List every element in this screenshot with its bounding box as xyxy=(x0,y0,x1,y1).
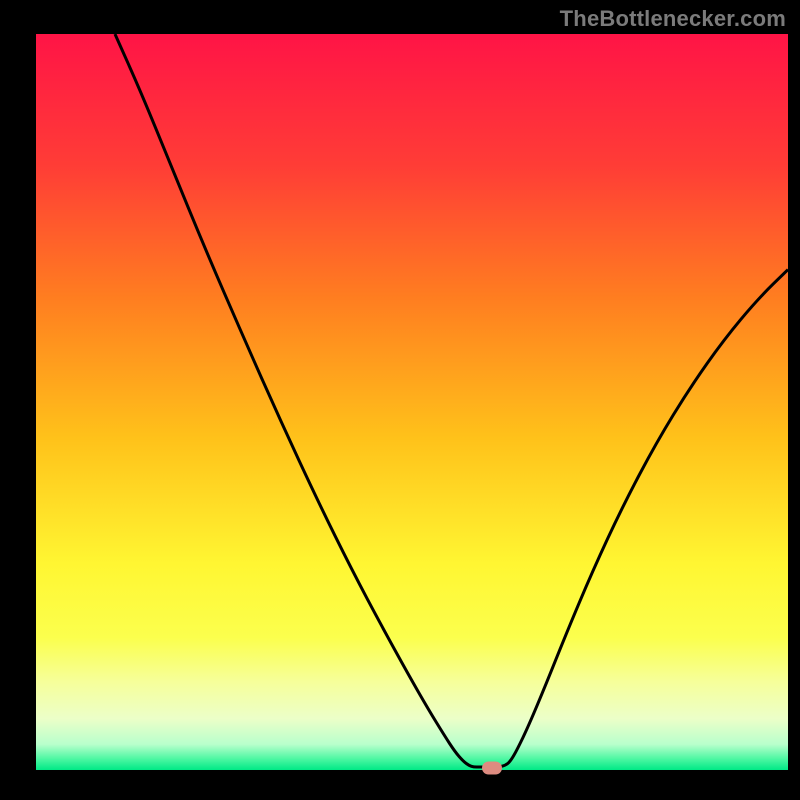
bottleneck-curve xyxy=(36,34,788,770)
watermark-text: TheBottlenecker.com xyxy=(560,6,786,32)
bottleneck-curve-path xyxy=(115,34,788,767)
chart-plot-area xyxy=(36,34,788,770)
optimal-point-marker xyxy=(482,761,502,774)
